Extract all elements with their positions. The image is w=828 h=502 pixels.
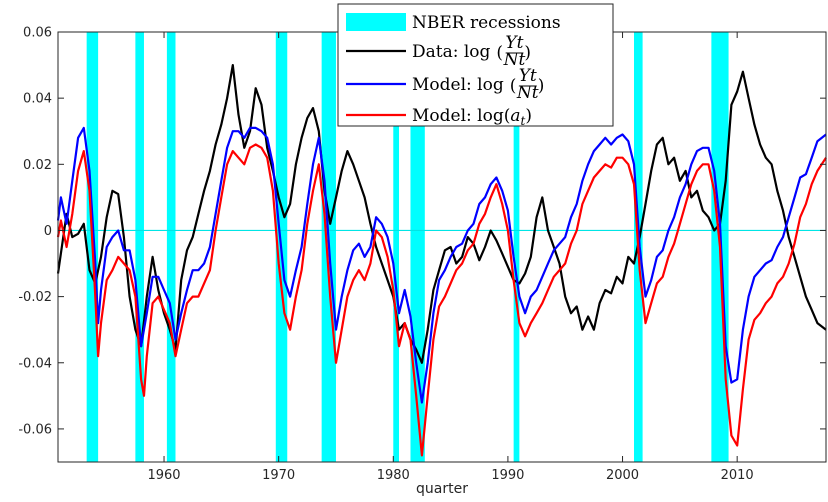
series-line-0 — [56, 63, 827, 364]
legend-fraction-denominator: Nt — [503, 50, 526, 70]
y-tick-label-0: 0.06 — [23, 26, 52, 41]
x-tick-label-3: 1990 — [491, 468, 524, 483]
legend-swatch-recessions — [346, 13, 406, 31]
recession-band-7 — [513, 32, 520, 462]
x-tick-label-2: 1980 — [377, 468, 410, 483]
recession-band-6 — [410, 32, 425, 462]
y-tick-label-2: 0.02 — [23, 158, 52, 173]
recession-band-5 — [393, 32, 400, 462]
recession-band-1 — [135, 32, 144, 462]
y-tick-label-3: 0 — [44, 224, 52, 239]
legend-fraction-numerator: Yt — [519, 66, 537, 86]
recession-band-2 — [166, 32, 176, 462]
legend-label-3: Model: log(at) — [412, 106, 532, 128]
legend-fraction-denominator: Nt — [516, 83, 539, 103]
y-tick-label-4: -0.02 — [18, 290, 52, 305]
y-tick-label-1: 0.04 — [23, 92, 52, 107]
y-tick-label-5: -0.04 — [18, 356, 52, 371]
x-tick-label-4: 2000 — [606, 468, 639, 483]
legend-label-2: Model: log — [412, 75, 504, 95]
x-tick-label-0: 1960 — [147, 468, 180, 483]
legend-label-1: Data: log — [412, 42, 491, 62]
legend-label-0: NBER recessions — [412, 13, 561, 33]
axes: 1960 1970 1980 1990 2000 2010 0.06 0.04 0.02 0 -0.… — [18, 26, 826, 483]
legend-paren-right: ) — [524, 43, 531, 63]
x-tick-label-5: 2010 — [721, 468, 754, 483]
series-line-1 — [56, 126, 827, 404]
series-lines — [56, 63, 827, 457]
y-tick-label-6: -0.06 — [18, 422, 52, 437]
legend-fraction-numerator: Yt — [505, 33, 523, 53]
legend-paren-left: ( — [496, 43, 503, 63]
legend-paren-right: ) — [538, 76, 545, 96]
legend-paren-left: ( — [510, 76, 517, 96]
x-tick-label-1: 1970 — [262, 468, 295, 483]
x-axis-label: quarter — [416, 481, 468, 497]
series-line-2 — [56, 143, 827, 457]
